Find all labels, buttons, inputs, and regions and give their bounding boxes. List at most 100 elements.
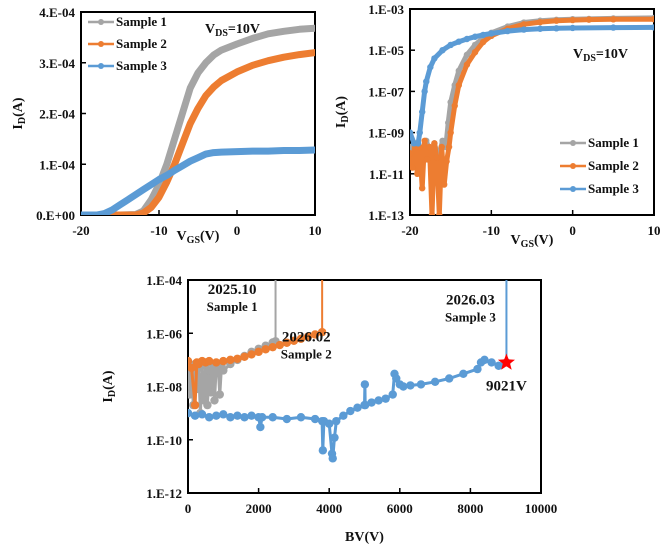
sample3-label-line: Sample 3 bbox=[445, 310, 496, 325]
data-point bbox=[289, 336, 299, 346]
y-axis-label-rest: (A) bbox=[334, 96, 349, 116]
legend-marker bbox=[98, 41, 104, 47]
x-axis-label-rest: (V) bbox=[534, 233, 554, 248]
data-point bbox=[353, 403, 362, 412]
data-point bbox=[268, 342, 277, 352]
legend-marker bbox=[570, 186, 576, 192]
data-point bbox=[440, 181, 448, 188]
data-point bbox=[296, 413, 306, 422]
data-point bbox=[203, 400, 212, 410]
data-point bbox=[188, 363, 196, 373]
y-axis-label: ID(A) bbox=[11, 97, 28, 129]
data-point bbox=[240, 352, 249, 362]
y-axis-label: ID(A) bbox=[334, 96, 351, 128]
data-point bbox=[436, 211, 443, 215]
sample3-label-line: 2026.03 bbox=[446, 293, 495, 309]
data-point bbox=[504, 27, 511, 35]
plot-area bbox=[81, 24, 315, 215]
data-point bbox=[346, 406, 355, 416]
data-point bbox=[219, 410, 228, 419]
data-point bbox=[439, 47, 446, 54]
sample3-label: 2026.03 Sample 3 bbox=[445, 293, 496, 325]
data-point bbox=[233, 354, 242, 363]
y-tick-label: 1.E-11 bbox=[369, 167, 404, 182]
series-2 bbox=[410, 15, 654, 215]
data-point bbox=[426, 143, 433, 151]
data-point bbox=[256, 422, 265, 432]
data-point bbox=[471, 48, 479, 56]
sample2-label-line: Sample 2 bbox=[281, 346, 332, 361]
breakdown-value-label: 9021V bbox=[486, 379, 527, 395]
x-tick-label: 0 bbox=[185, 501, 192, 516]
x-tick-label: 0 bbox=[569, 223, 576, 238]
data-point bbox=[421, 137, 428, 144]
data-point bbox=[455, 81, 462, 89]
data-point bbox=[439, 137, 446, 144]
vds-sub: DS bbox=[583, 53, 596, 64]
vds-rest: =10V bbox=[228, 22, 260, 37]
data-point bbox=[430, 377, 440, 387]
vds-annotation: VDS=10V bbox=[573, 47, 628, 64]
x-tick-label: 8000 bbox=[457, 501, 483, 516]
data-point bbox=[494, 361, 503, 370]
data-point bbox=[585, 16, 593, 23]
data-point bbox=[471, 33, 479, 40]
y-tick-label: 2.E-04 bbox=[39, 107, 75, 122]
data-point bbox=[421, 88, 428, 95]
series-3 bbox=[81, 146, 315, 215]
data-point bbox=[410, 150, 414, 157]
legend-item-2: Sample 2 bbox=[88, 36, 167, 51]
legend-label: Sample 1 bbox=[588, 135, 639, 150]
x-tick-label: 4000 bbox=[316, 501, 342, 516]
data-point bbox=[433, 154, 441, 161]
data-point bbox=[414, 140, 422, 147]
x-axis-label-main: V bbox=[177, 229, 187, 244]
legend-marker bbox=[570, 163, 576, 169]
data-point bbox=[361, 400, 370, 410]
data-point bbox=[190, 400, 200, 410]
y-axis-label-rest: (A) bbox=[101, 370, 116, 390]
data-point bbox=[553, 25, 560, 32]
y-axis-label-main: I bbox=[101, 397, 116, 402]
series-line bbox=[81, 146, 315, 215]
data-point bbox=[536, 25, 544, 32]
data-point bbox=[296, 334, 306, 343]
legend-label: Sample 3 bbox=[116, 58, 167, 73]
sample1-label-line: Sample 1 bbox=[207, 299, 258, 314]
data-point bbox=[247, 350, 256, 359]
sample2-label-line: 2026.02 bbox=[282, 329, 331, 345]
x-tick-label: -10 bbox=[483, 223, 500, 238]
data-point bbox=[190, 411, 200, 420]
y-tick-label: 3.E-04 bbox=[39, 56, 75, 71]
data-point bbox=[215, 390, 224, 399]
y-axis-label-rest: (A) bbox=[11, 97, 26, 117]
data-point bbox=[610, 16, 617, 23]
data-point bbox=[447, 41, 454, 49]
data-point bbox=[240, 413, 249, 422]
y-tick-label: 1.E-10 bbox=[146, 433, 182, 448]
y-axis-label-main: I bbox=[11, 124, 26, 129]
data-point bbox=[212, 411, 221, 420]
vds-sub: DS bbox=[215, 28, 228, 39]
data-point bbox=[226, 413, 235, 422]
data-point bbox=[332, 416, 341, 426]
x-axis-label-main: V bbox=[511, 233, 521, 248]
data-point bbox=[310, 414, 320, 424]
data-point bbox=[419, 184, 426, 192]
breakdown-value-label-line: 9021V bbox=[486, 379, 527, 395]
vds-main: V bbox=[205, 22, 215, 37]
x-tick-label: -10 bbox=[150, 223, 167, 238]
legend-marker bbox=[570, 140, 576, 146]
data-point bbox=[381, 394, 390, 403]
breakdown-star bbox=[497, 353, 515, 370]
x-tick-label: 0 bbox=[234, 223, 241, 238]
data-point bbox=[275, 340, 284, 350]
data-point bbox=[188, 356, 193, 366]
data-point bbox=[438, 143, 445, 151]
sample2-label: 2026.02 Sample 2 bbox=[281, 329, 332, 361]
vds-annotation: VDS=10V bbox=[205, 22, 260, 39]
x-tick-label: 10000 bbox=[525, 501, 558, 516]
series-3 bbox=[188, 280, 511, 463]
data-point bbox=[428, 211, 436, 215]
